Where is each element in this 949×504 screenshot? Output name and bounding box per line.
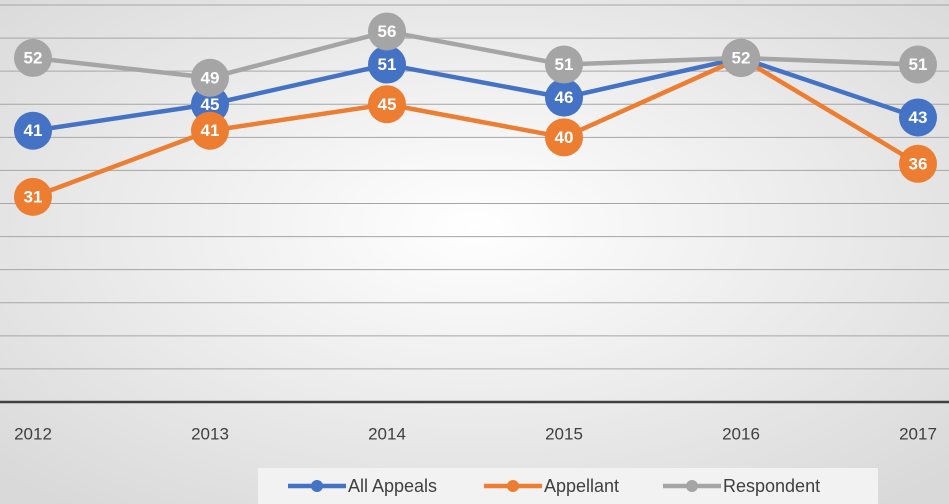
data-label: 52: [732, 48, 751, 67]
data-point: [899, 98, 937, 137]
data-point: [14, 38, 52, 77]
data-point: [14, 177, 52, 216]
series-line: [32, 55, 919, 133]
data-point: [899, 144, 937, 183]
x-tick-label: 2013: [191, 425, 229, 444]
data-point: [899, 45, 937, 84]
data-label: 49: [201, 68, 220, 87]
x-tick-label: 2014: [368, 425, 406, 444]
legend-marker: [686, 480, 698, 492]
data-label: 36: [909, 154, 928, 173]
data-point: [191, 85, 229, 124]
x-tick-label: 2012: [14, 425, 52, 444]
legend-marker: [507, 480, 519, 492]
data-point: [722, 38, 760, 77]
x-tick-label: 2015: [545, 425, 583, 444]
x-tick-label: 2017: [899, 425, 937, 444]
data-label: 51: [909, 55, 928, 74]
data-point: [368, 85, 406, 124]
data-label: 51: [555, 55, 574, 74]
legend-marker: [311, 480, 323, 492]
data-point: [368, 12, 406, 51]
legend-label: Respondent: [723, 476, 820, 496]
data-label: 45: [378, 95, 397, 114]
data-point: [545, 78, 583, 117]
data-label: 41: [24, 121, 43, 140]
data-point: [191, 58, 229, 97]
data-point: [14, 111, 52, 150]
data-label: 46: [555, 88, 574, 107]
data-label: 41: [201, 121, 220, 140]
series-line: [32, 29, 919, 81]
data-label: 45: [201, 95, 220, 114]
series-line: [32, 55, 920, 199]
data-label: 56: [378, 22, 397, 41]
x-tick-label: 2016: [722, 425, 760, 444]
data-point: [191, 111, 229, 150]
data-label: 52: [24, 48, 43, 67]
data-point: [545, 118, 583, 157]
data-label: 40: [555, 128, 574, 147]
legend-box: [258, 468, 878, 504]
data-label: 31: [24, 187, 43, 206]
legend-label: Appellant: [544, 476, 619, 496]
data-point: [368, 45, 406, 84]
data-label: 51: [378, 55, 397, 74]
data-label: 43: [909, 108, 928, 127]
data-point: [545, 45, 583, 84]
legend-label: All Appeals: [348, 476, 437, 496]
